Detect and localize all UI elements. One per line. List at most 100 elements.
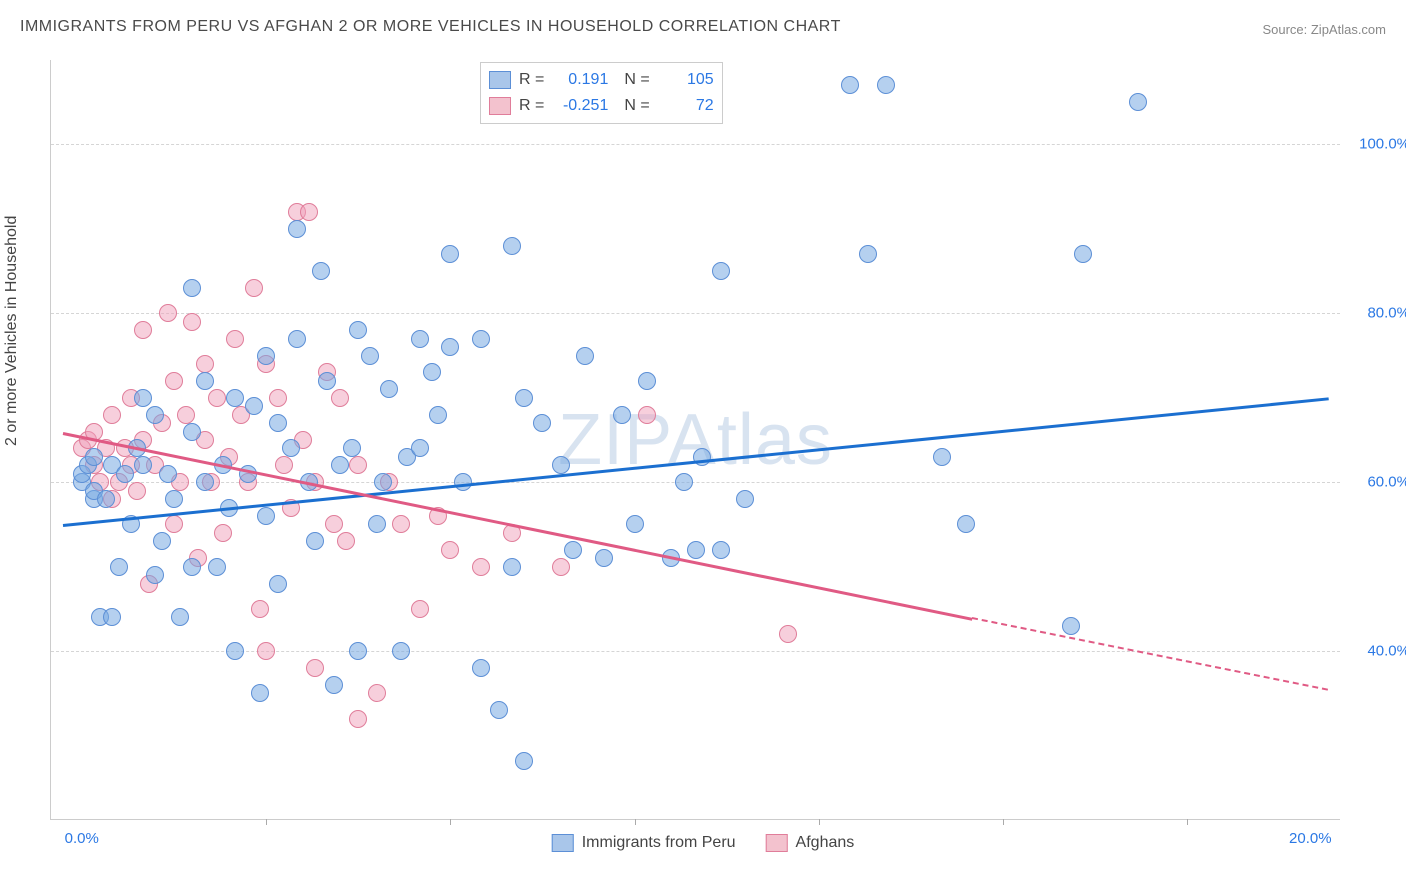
peru-point [411,330,429,348]
peru-point [472,659,490,677]
y-axis-label: 2 or more Vehicles in Household [3,216,21,446]
peru-point [183,423,201,441]
peru-point [171,608,189,626]
legend-swatch [766,834,788,852]
r-value: 0.191 [552,71,608,89]
peru-point [146,406,164,424]
peru-point [503,558,521,576]
peru-point [245,397,263,415]
y-tick-label: 100.0% [1350,136,1406,153]
afghan-point [159,304,177,322]
peru-point [712,262,730,280]
n-label: N = [624,71,649,89]
peru-point [134,456,152,474]
afghan-point [472,558,490,576]
afghan-point [226,330,244,348]
legend-swatch [489,97,511,115]
peru-point [257,507,275,525]
source-attribution: Source: ZipAtlas.com [1262,22,1386,37]
peru-point [196,372,214,390]
legend-label: Immigrants from Peru [582,834,736,852]
source-name: ZipAtlas.com [1311,22,1386,37]
peru-point [146,566,164,584]
afghan-point [368,684,386,702]
x-tick-label: 0.0% [65,830,99,847]
peru-point [533,414,551,432]
x-tick-label: 20.0% [1289,830,1332,847]
afghan-point [183,313,201,331]
y-tick-label: 60.0% [1350,474,1406,491]
peru-point [282,439,300,457]
legend-item: Afghans [766,834,855,852]
afghan-point [552,558,570,576]
afghan-point [177,406,195,424]
peru-point [318,372,336,390]
legend-swatch [489,71,511,89]
afghan-point [325,515,343,533]
peru-point [116,465,134,483]
y-tick-label: 80.0% [1350,305,1406,322]
legend-label: Afghans [796,834,855,852]
peru-point [374,473,392,491]
afghan-point [196,355,214,373]
afghan-point [103,406,121,424]
afghan-point [165,515,183,533]
legend-item: Immigrants from Peru [552,834,736,852]
afghan-point [275,456,293,474]
afghan-point [269,389,287,407]
n-value: 72 [658,97,714,115]
peru-point [226,642,244,660]
peru-point [165,490,183,508]
peru-point [576,347,594,365]
peru-point [515,752,533,770]
peru-point [183,558,201,576]
peru-point [368,515,386,533]
peru-point [613,406,631,424]
peru-point [269,414,287,432]
afghan-point [208,389,226,407]
x-minor-tick [635,819,636,825]
x-minor-tick [819,819,820,825]
peru-point [441,338,459,356]
afghan-point [349,710,367,728]
peru-point [1129,93,1147,111]
afghan-point [214,524,232,542]
n-value: 105 [658,71,714,89]
peru-point [638,372,656,390]
peru-point [349,321,367,339]
peru-point [183,279,201,297]
peru-point [103,608,121,626]
afghan-point [134,321,152,339]
peru-point [380,380,398,398]
peru-point [1062,617,1080,635]
source-prefix: Source: [1262,22,1310,37]
peru-point [595,549,613,567]
peru-point [877,76,895,94]
legend-row: R =-0.251N =72 [489,93,714,119]
r-label: R = [519,71,544,89]
peru-point [349,642,367,660]
peru-point [490,701,508,719]
peru-point [712,541,730,559]
afghan-regression-line [63,432,973,621]
peru-point [343,439,361,457]
peru-point [675,473,693,491]
peru-point [626,515,644,533]
peru-point [859,245,877,263]
y-tick-label: 40.0% [1350,643,1406,660]
peru-point [1074,245,1092,263]
peru-point [841,76,859,94]
peru-point [159,465,177,483]
chart-plot-area: ZIPAtlas 40.0%60.0%80.0%100.0%0.0%20.0% [50,60,1340,820]
peru-point [208,558,226,576]
chart-title: IMMIGRANTS FROM PERU VS AFGHAN 2 OR MORE… [20,18,841,36]
afghan-regression-extrapolation [972,617,1329,691]
peru-point [288,330,306,348]
peru-point [423,363,441,381]
afghan-point [411,600,429,618]
r-label: R = [519,97,544,115]
peru-point [552,456,570,474]
peru-point [85,448,103,466]
peru-point [687,541,705,559]
peru-point [97,490,115,508]
